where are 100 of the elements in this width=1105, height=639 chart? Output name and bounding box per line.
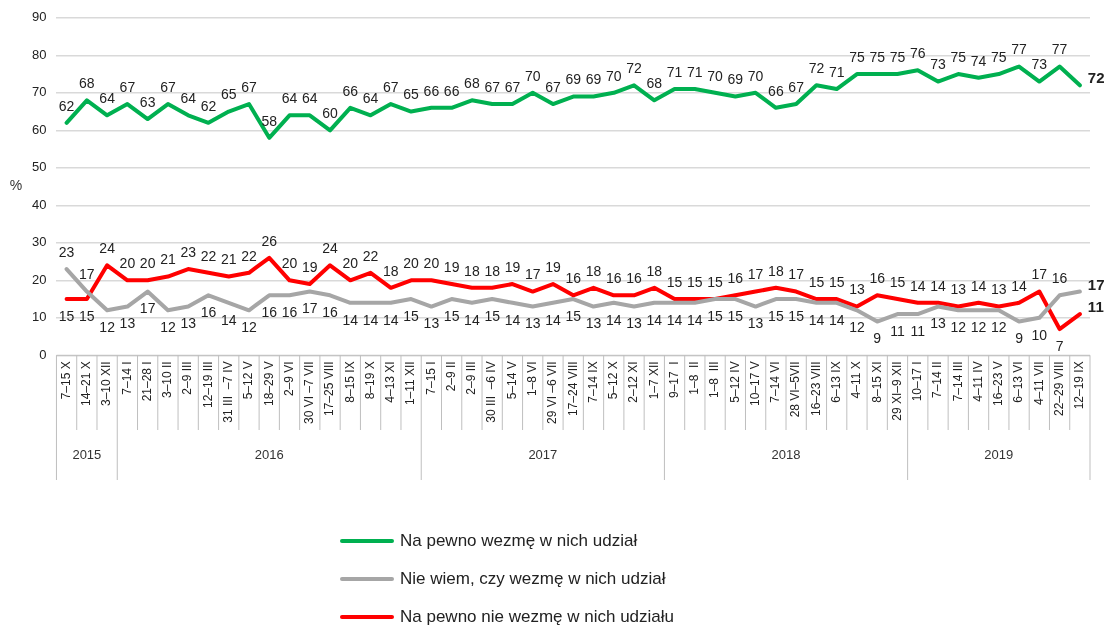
y-axis-title: % bbox=[9, 177, 23, 194]
x-tick-label: 12–19 III bbox=[200, 361, 215, 409]
x-tick-label: 5–12 IV bbox=[727, 361, 742, 403]
data-label: 21 bbox=[220, 251, 237, 268]
data-label: 17 bbox=[1087, 275, 1105, 293]
data-label: 13 bbox=[991, 281, 1007, 298]
data-label: 16 bbox=[605, 270, 622, 287]
data-label: 14 bbox=[666, 311, 683, 328]
data-label: 15 bbox=[58, 307, 75, 324]
y-tick-label: 40 bbox=[31, 196, 47, 212]
data-label: 20 bbox=[281, 255, 298, 272]
x-tick-label: 8–15 XI bbox=[869, 361, 884, 403]
data-label: 60 bbox=[322, 105, 339, 122]
data-label: 14 bbox=[687, 311, 703, 328]
data-label: 58 bbox=[261, 112, 278, 129]
data-label: 69 bbox=[585, 71, 602, 88]
data-label: 16 bbox=[869, 270, 886, 287]
x-tick-label: 3–10 XII bbox=[99, 361, 114, 406]
data-label: 18 bbox=[464, 262, 480, 279]
data-label: 75 bbox=[991, 48, 1007, 65]
x-tick-label: 4–11 X bbox=[849, 361, 864, 399]
data-label: 14 bbox=[220, 311, 237, 328]
data-label: 14 bbox=[342, 311, 359, 328]
data-label: 67 bbox=[788, 78, 805, 95]
data-label: 12 bbox=[99, 319, 116, 336]
data-label: 16 bbox=[565, 270, 582, 287]
data-label: 64 bbox=[180, 90, 197, 107]
data-label: 64 bbox=[281, 90, 298, 107]
data-label: 14 bbox=[362, 311, 379, 328]
x-tick-label: 4–11 VII bbox=[1031, 361, 1046, 406]
data-label: 12 bbox=[160, 319, 176, 336]
data-label: 17 bbox=[788, 266, 805, 283]
x-tick-label: 28 VI–5VII bbox=[788, 361, 803, 418]
x-tick-label: 5–14 V bbox=[504, 361, 519, 400]
x-tick-label: 7–14 VI bbox=[768, 361, 783, 403]
data-label: 14 bbox=[828, 311, 845, 328]
data-label: 63 bbox=[139, 93, 156, 110]
x-tick-label: 17–24 VIII bbox=[565, 361, 580, 417]
data-label: 64 bbox=[99, 90, 116, 107]
data-label: 67 bbox=[484, 78, 501, 95]
data-label: 15 bbox=[788, 307, 805, 324]
data-label: 71 bbox=[687, 63, 703, 80]
data-label: 17 bbox=[524, 266, 541, 283]
data-label: 13 bbox=[524, 315, 541, 332]
x-tick-label: 2–9 III bbox=[180, 361, 195, 395]
x-tick-label: 1–8 III bbox=[707, 361, 722, 398]
data-label: 62 bbox=[58, 97, 75, 114]
data-label: 12 bbox=[950, 319, 967, 336]
data-label: 18 bbox=[585, 262, 602, 279]
data-label: 65 bbox=[403, 86, 420, 103]
x-tick-label: 10–17 V bbox=[747, 361, 762, 407]
data-label: 12 bbox=[849, 319, 865, 336]
data-label: 66 bbox=[443, 82, 460, 99]
data-label: 18 bbox=[768, 262, 784, 279]
x-tick-label: 29 XI–9 XII bbox=[889, 361, 904, 421]
x-tick-label: 7–15 X bbox=[58, 361, 73, 400]
data-label: 75 bbox=[849, 48, 865, 65]
text: 2018 bbox=[771, 446, 801, 462]
x-tick-label: 21–28 I bbox=[139, 361, 154, 402]
data-label: 21 bbox=[160, 251, 176, 268]
data-label: 62 bbox=[200, 97, 217, 114]
data-label: 20 bbox=[342, 255, 359, 272]
y-tick-label: 30 bbox=[31, 234, 47, 250]
data-label: 20 bbox=[119, 255, 136, 272]
data-label: 18 bbox=[646, 262, 663, 279]
data-label: 67 bbox=[160, 78, 176, 95]
x-tick-label: 7–14 III bbox=[950, 361, 965, 402]
x-tick-label: 6–13 IX bbox=[828, 361, 843, 403]
data-label: 15 bbox=[403, 307, 420, 324]
data-label: 15 bbox=[707, 273, 724, 290]
x-tick-label: 7–14 I bbox=[119, 361, 134, 395]
data-label: 15 bbox=[707, 307, 724, 324]
data-label: 11 bbox=[910, 322, 926, 339]
x-tick-label: 30 VI –7 VII bbox=[302, 361, 317, 425]
data-label: 17 bbox=[139, 300, 156, 317]
legend-label: Nie wiem, czy wezmę w nich udział bbox=[400, 569, 666, 589]
data-label: 71 bbox=[666, 63, 683, 80]
data-label: 64 bbox=[301, 90, 318, 107]
data-label: 13 bbox=[849, 281, 865, 298]
data-label: 67 bbox=[241, 78, 257, 95]
x-tick-label: 16–23 V bbox=[991, 361, 1006, 407]
data-label: 16 bbox=[322, 304, 339, 321]
x-tick-label: 3–10 II bbox=[160, 361, 175, 398]
data-label: 12 bbox=[241, 319, 257, 336]
x-tick-label: 30 III –6 IV bbox=[484, 361, 499, 423]
data-label: 7 bbox=[1055, 337, 1064, 354]
data-label: 14 bbox=[605, 311, 622, 328]
data-label: 68 bbox=[646, 75, 663, 92]
x-tick-label: 16–23 VIII bbox=[808, 361, 823, 417]
data-label: 14 bbox=[504, 311, 521, 328]
data-label: 68 bbox=[79, 75, 95, 92]
data-label: 17 bbox=[79, 266, 95, 283]
data-label: 15 bbox=[828, 273, 845, 290]
data-label: 72 bbox=[626, 60, 643, 77]
data-label: 73 bbox=[1031, 56, 1048, 73]
data-label: 75 bbox=[889, 48, 906, 65]
x-tick-label: 2–9 VI bbox=[281, 361, 296, 396]
data-label: 67 bbox=[119, 78, 136, 95]
data-label: 73 bbox=[930, 56, 947, 73]
data-label: 24 bbox=[322, 240, 339, 257]
